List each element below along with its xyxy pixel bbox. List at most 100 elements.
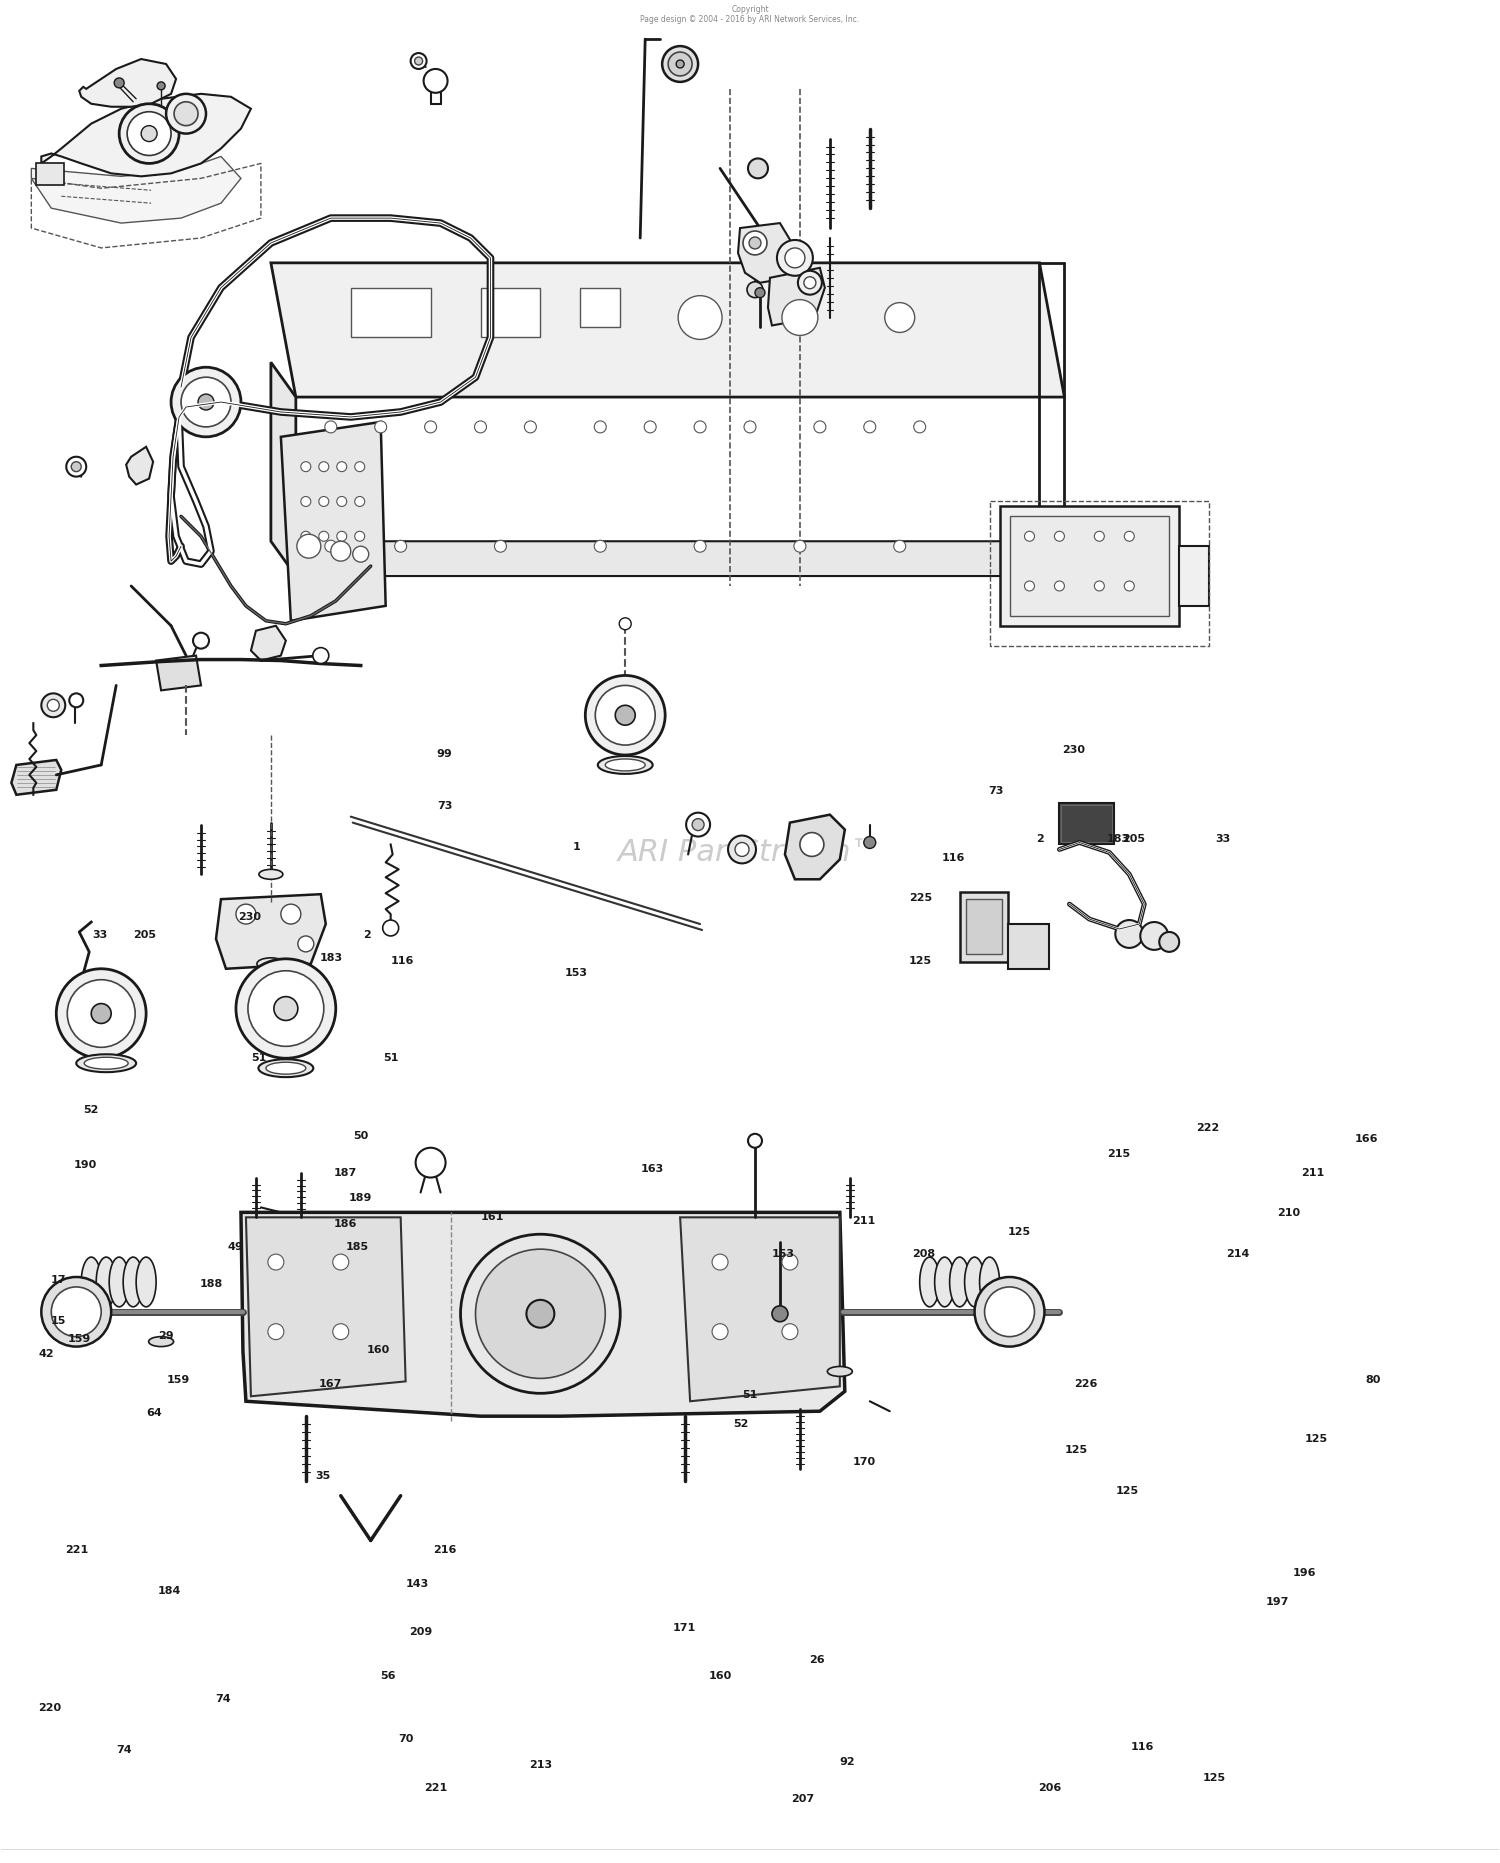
Text: 33: 33 [93, 930, 108, 941]
Circle shape [320, 531, 328, 542]
Text: 222: 222 [1197, 1123, 1219, 1133]
Circle shape [1054, 531, 1065, 542]
Bar [351, 287, 430, 337]
Bar [580, 287, 620, 328]
Bar [480, 287, 540, 337]
Text: 221: 221 [64, 1546, 88, 1556]
Circle shape [800, 833, 824, 857]
Text: 187: 187 [334, 1168, 357, 1177]
Text: 183: 183 [320, 952, 342, 963]
Circle shape [57, 969, 146, 1058]
Text: 215: 215 [1107, 1149, 1130, 1159]
Circle shape [694, 540, 706, 551]
Text: 52: 52 [734, 1420, 748, 1429]
Text: 167: 167 [320, 1379, 342, 1388]
Polygon shape [126, 447, 153, 484]
Text: 230: 230 [238, 913, 261, 922]
Ellipse shape [598, 756, 652, 773]
Ellipse shape [964, 1258, 984, 1306]
Circle shape [975, 1276, 1044, 1347]
Ellipse shape [266, 1062, 306, 1075]
Circle shape [42, 1276, 111, 1347]
Text: 52: 52 [84, 1105, 99, 1114]
Circle shape [748, 158, 768, 179]
Circle shape [268, 1325, 284, 1339]
Circle shape [594, 540, 606, 551]
Circle shape [268, 1254, 284, 1271]
Circle shape [798, 270, 822, 294]
Text: 35: 35 [315, 1472, 332, 1481]
Circle shape [495, 540, 507, 551]
Circle shape [678, 296, 722, 339]
Circle shape [236, 904, 256, 924]
Circle shape [411, 52, 426, 69]
Polygon shape [784, 814, 844, 879]
Text: 213: 213 [530, 1761, 552, 1770]
Text: 49: 49 [226, 1241, 243, 1252]
Text: 214: 214 [1227, 1248, 1250, 1259]
Circle shape [747, 281, 764, 298]
Text: 166: 166 [1354, 1135, 1378, 1144]
Text: ARI PartStream™: ARI PartStream™ [618, 838, 882, 866]
Circle shape [394, 540, 406, 551]
Bar [1010, 516, 1168, 617]
Circle shape [66, 456, 86, 477]
Polygon shape [280, 421, 386, 620]
Polygon shape [738, 224, 795, 283]
Text: 225: 225 [909, 894, 932, 904]
Text: 197: 197 [1266, 1597, 1288, 1608]
Circle shape [1095, 531, 1104, 542]
Circle shape [1125, 581, 1134, 591]
Circle shape [1140, 922, 1168, 950]
Polygon shape [12, 760, 62, 796]
Text: 159: 159 [166, 1375, 189, 1384]
Text: 125: 125 [1008, 1228, 1031, 1237]
Circle shape [320, 462, 328, 471]
Circle shape [1024, 581, 1035, 591]
Text: 159: 159 [68, 1334, 92, 1345]
Circle shape [525, 421, 537, 432]
Circle shape [72, 462, 81, 471]
Polygon shape [296, 542, 1065, 576]
Circle shape [194, 633, 208, 648]
Circle shape [694, 421, 706, 432]
Ellipse shape [81, 1258, 100, 1306]
Ellipse shape [258, 1060, 314, 1077]
Circle shape [686, 812, 709, 836]
Polygon shape [272, 361, 296, 576]
Circle shape [728, 835, 756, 863]
Text: 206: 206 [1038, 1783, 1060, 1792]
Circle shape [114, 78, 125, 88]
Circle shape [69, 693, 82, 708]
Ellipse shape [606, 758, 645, 771]
Circle shape [182, 376, 231, 427]
Bar [140, 104, 159, 119]
Circle shape [333, 1325, 348, 1339]
Text: 153: 153 [771, 1248, 795, 1259]
Text: 216: 216 [433, 1546, 456, 1556]
Circle shape [424, 421, 436, 432]
Circle shape [782, 1254, 798, 1271]
Text: 163: 163 [640, 1164, 664, 1174]
Circle shape [382, 920, 399, 935]
Circle shape [1125, 531, 1134, 542]
Polygon shape [216, 894, 326, 969]
Text: 196: 196 [1292, 1567, 1316, 1578]
Circle shape [375, 421, 387, 432]
Text: 70: 70 [398, 1734, 414, 1744]
Text: 190: 190 [74, 1161, 98, 1170]
Text: 171: 171 [672, 1623, 696, 1634]
Circle shape [171, 367, 242, 436]
Circle shape [864, 421, 876, 432]
Text: 42: 42 [39, 1349, 54, 1360]
Circle shape [662, 47, 698, 82]
Circle shape [794, 540, 806, 551]
Text: 185: 185 [346, 1241, 369, 1252]
Circle shape [320, 497, 328, 507]
Bar [1179, 546, 1209, 605]
Circle shape [1054, 581, 1065, 591]
Circle shape [777, 240, 813, 276]
Circle shape [338, 462, 346, 471]
Ellipse shape [260, 870, 284, 879]
Ellipse shape [256, 958, 285, 971]
